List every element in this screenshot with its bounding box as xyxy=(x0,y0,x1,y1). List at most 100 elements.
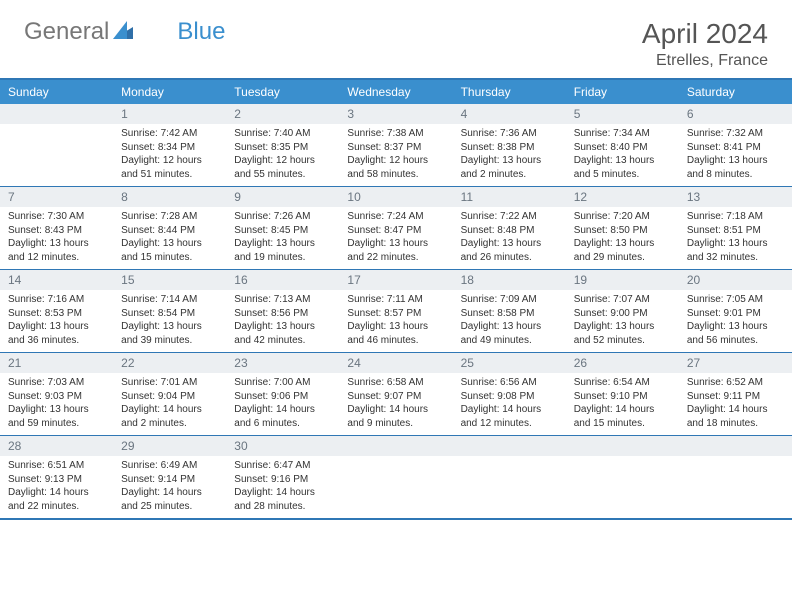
sunset-text: Sunset: 9:07 PM xyxy=(347,390,444,404)
sunset-text: Sunset: 8:58 PM xyxy=(461,307,558,321)
day-number: 29 xyxy=(113,436,226,456)
sunrise-text: Sunrise: 6:47 AM xyxy=(234,459,331,473)
sunrise-text: Sunrise: 7:00 AM xyxy=(234,376,331,390)
day-number: 13 xyxy=(679,187,792,207)
sunset-text: Sunset: 8:47 PM xyxy=(347,224,444,238)
weekday-header: Thursday xyxy=(453,80,566,104)
sunrise-text: Sunrise: 7:34 AM xyxy=(574,127,671,141)
day-content: Sunrise: 7:03 AMSunset: 9:03 PMDaylight:… xyxy=(0,373,113,435)
logo-icon xyxy=(113,18,133,46)
daylight-text: Daylight: 13 hours and 36 minutes. xyxy=(8,320,105,347)
sunset-text: Sunset: 8:35 PM xyxy=(234,141,331,155)
daylight-text: Daylight: 13 hours and 26 minutes. xyxy=(461,237,558,264)
weekday-header: Tuesday xyxy=(226,80,339,104)
daylight-text: Daylight: 13 hours and 39 minutes. xyxy=(121,320,218,347)
day-number: 4 xyxy=(453,104,566,124)
daylight-text: Daylight: 14 hours and 15 minutes. xyxy=(574,403,671,430)
day-number: 12 xyxy=(566,187,679,207)
sunset-text: Sunset: 9:01 PM xyxy=(687,307,784,321)
daylight-text: Daylight: 14 hours and 2 minutes. xyxy=(121,403,218,430)
sunset-text: Sunset: 8:43 PM xyxy=(8,224,105,238)
sunrise-text: Sunrise: 7:09 AM xyxy=(461,293,558,307)
logo-text-1: General xyxy=(24,18,109,46)
day-cell: 23Sunrise: 7:00 AMSunset: 9:06 PMDayligh… xyxy=(226,353,339,435)
day-content: Sunrise: 6:58 AMSunset: 9:07 PMDaylight:… xyxy=(339,373,452,435)
day-number: 27 xyxy=(679,353,792,373)
day-cell: 21Sunrise: 7:03 AMSunset: 9:03 PMDayligh… xyxy=(0,353,113,435)
sunrise-text: Sunrise: 6:58 AM xyxy=(347,376,444,390)
day-cell: 26Sunrise: 6:54 AMSunset: 9:10 PMDayligh… xyxy=(566,353,679,435)
sunrise-text: Sunrise: 7:01 AM xyxy=(121,376,218,390)
sunrise-text: Sunrise: 7:14 AM xyxy=(121,293,218,307)
week-row: 7Sunrise: 7:30 AMSunset: 8:43 PMDaylight… xyxy=(0,187,792,270)
day-number: 15 xyxy=(113,270,226,290)
sunrise-text: Sunrise: 7:07 AM xyxy=(574,293,671,307)
sunset-text: Sunset: 8:40 PM xyxy=(574,141,671,155)
weekday-header: Wednesday xyxy=(339,80,452,104)
day-content: Sunrise: 7:00 AMSunset: 9:06 PMDaylight:… xyxy=(226,373,339,435)
day-cell xyxy=(453,436,566,518)
day-cell: 5Sunrise: 7:34 AMSunset: 8:40 PMDaylight… xyxy=(566,104,679,186)
day-number: 24 xyxy=(339,353,452,373)
daylight-text: Daylight: 13 hours and 52 minutes. xyxy=(574,320,671,347)
sunrise-text: Sunrise: 7:03 AM xyxy=(8,376,105,390)
day-content: Sunrise: 6:54 AMSunset: 9:10 PMDaylight:… xyxy=(566,373,679,435)
sunset-text: Sunset: 8:37 PM xyxy=(347,141,444,155)
day-cell: 8Sunrise: 7:28 AMSunset: 8:44 PMDaylight… xyxy=(113,187,226,269)
sunset-text: Sunset: 8:50 PM xyxy=(574,224,671,238)
daylight-text: Daylight: 13 hours and 42 minutes. xyxy=(234,320,331,347)
day-content: Sunrise: 7:11 AMSunset: 8:57 PMDaylight:… xyxy=(339,290,452,352)
sunrise-text: Sunrise: 7:42 AM xyxy=(121,127,218,141)
daylight-text: Daylight: 13 hours and 19 minutes. xyxy=(234,237,331,264)
day-number xyxy=(453,436,566,456)
daylight-text: Daylight: 13 hours and 12 minutes. xyxy=(8,237,105,264)
sunrise-text: Sunrise: 7:36 AM xyxy=(461,127,558,141)
sunrise-text: Sunrise: 7:26 AM xyxy=(234,210,331,224)
title-block: April 2024 Etrelles, France xyxy=(642,18,768,70)
sunrise-text: Sunrise: 7:28 AM xyxy=(121,210,218,224)
day-content: Sunrise: 7:14 AMSunset: 8:54 PMDaylight:… xyxy=(113,290,226,352)
day-cell xyxy=(566,436,679,518)
day-content: Sunrise: 7:34 AMSunset: 8:40 PMDaylight:… xyxy=(566,124,679,186)
day-cell: 22Sunrise: 7:01 AMSunset: 9:04 PMDayligh… xyxy=(113,353,226,435)
day-cell: 12Sunrise: 7:20 AMSunset: 8:50 PMDayligh… xyxy=(566,187,679,269)
sunset-text: Sunset: 9:10 PM xyxy=(574,390,671,404)
daylight-text: Daylight: 13 hours and 8 minutes. xyxy=(687,154,784,181)
calendar-header: SundayMondayTuesdayWednesdayThursdayFrid… xyxy=(0,80,792,104)
daylight-text: Daylight: 13 hours and 32 minutes. xyxy=(687,237,784,264)
day-number: 14 xyxy=(0,270,113,290)
week-row: 21Sunrise: 7:03 AMSunset: 9:03 PMDayligh… xyxy=(0,353,792,436)
daylight-text: Daylight: 12 hours and 51 minutes. xyxy=(121,154,218,181)
day-content: Sunrise: 7:24 AMSunset: 8:47 PMDaylight:… xyxy=(339,207,452,269)
sunrise-text: Sunrise: 7:30 AM xyxy=(8,210,105,224)
day-cell: 4Sunrise: 7:36 AMSunset: 8:38 PMDaylight… xyxy=(453,104,566,186)
sunrise-text: Sunrise: 7:05 AM xyxy=(687,293,784,307)
day-cell: 1Sunrise: 7:42 AMSunset: 8:34 PMDaylight… xyxy=(113,104,226,186)
sunset-text: Sunset: 8:57 PM xyxy=(347,307,444,321)
week-row: 14Sunrise: 7:16 AMSunset: 8:53 PMDayligh… xyxy=(0,270,792,353)
day-number xyxy=(0,104,113,124)
sunset-text: Sunset: 8:53 PM xyxy=(8,307,105,321)
day-number: 30 xyxy=(226,436,339,456)
sunset-text: Sunset: 9:08 PM xyxy=(461,390,558,404)
day-content: Sunrise: 7:40 AMSunset: 8:35 PMDaylight:… xyxy=(226,124,339,186)
day-number: 3 xyxy=(339,104,452,124)
sunset-text: Sunset: 9:11 PM xyxy=(687,390,784,404)
day-number: 18 xyxy=(453,270,566,290)
day-content: Sunrise: 7:26 AMSunset: 8:45 PMDaylight:… xyxy=(226,207,339,269)
sunrise-text: Sunrise: 7:18 AM xyxy=(687,210,784,224)
day-cell: 10Sunrise: 7:24 AMSunset: 8:47 PMDayligh… xyxy=(339,187,452,269)
day-content: Sunrise: 7:38 AMSunset: 8:37 PMDaylight:… xyxy=(339,124,452,186)
sunrise-text: Sunrise: 7:22 AM xyxy=(461,210,558,224)
day-content: Sunrise: 6:52 AMSunset: 9:11 PMDaylight:… xyxy=(679,373,792,435)
day-content: Sunrise: 7:42 AMSunset: 8:34 PMDaylight:… xyxy=(113,124,226,186)
day-content: Sunrise: 6:51 AMSunset: 9:13 PMDaylight:… xyxy=(0,456,113,518)
daylight-text: Daylight: 14 hours and 6 minutes. xyxy=(234,403,331,430)
daylight-text: Daylight: 14 hours and 25 minutes. xyxy=(121,486,218,513)
day-content: Sunrise: 7:16 AMSunset: 8:53 PMDaylight:… xyxy=(0,290,113,352)
sunset-text: Sunset: 9:16 PM xyxy=(234,473,331,487)
day-content: Sunrise: 7:18 AMSunset: 8:51 PMDaylight:… xyxy=(679,207,792,269)
daylight-text: Daylight: 14 hours and 12 minutes. xyxy=(461,403,558,430)
week-row: 28Sunrise: 6:51 AMSunset: 9:13 PMDayligh… xyxy=(0,436,792,518)
weekday-header: Monday xyxy=(113,80,226,104)
